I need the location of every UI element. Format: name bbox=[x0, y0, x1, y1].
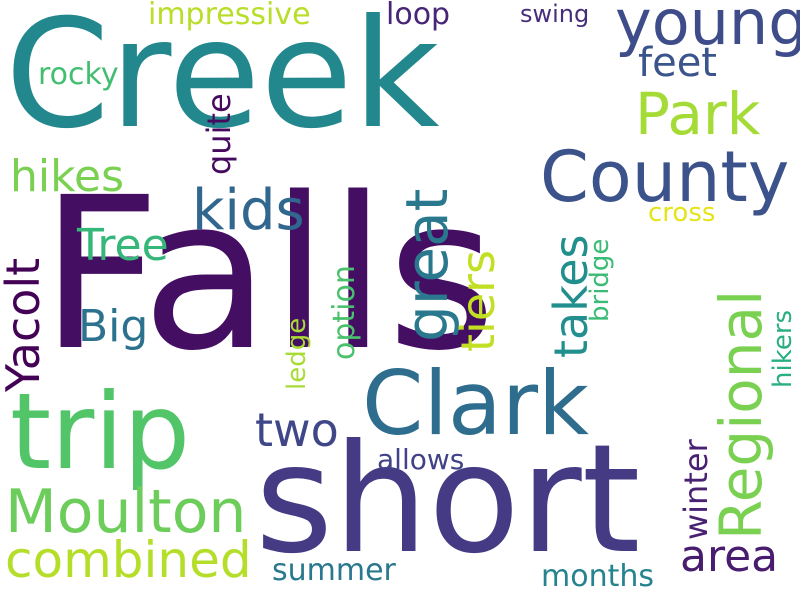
word-hikers: hikers bbox=[768, 309, 798, 388]
word-months: months bbox=[541, 559, 654, 594]
word-park: Park bbox=[635, 80, 761, 148]
word-area: area bbox=[680, 531, 779, 582]
word-kids: kids bbox=[192, 178, 305, 243]
word-great: great bbox=[393, 188, 461, 342]
word-combined: combined bbox=[5, 531, 252, 589]
word-young: young bbox=[615, 0, 800, 59]
word-summer: summer bbox=[272, 553, 396, 588]
word-allows: allows bbox=[377, 443, 465, 476]
word-ledge: ledge bbox=[282, 317, 312, 390]
word-county: County bbox=[540, 136, 790, 218]
word-swing: swing bbox=[520, 0, 590, 28]
word-two: two bbox=[255, 403, 339, 457]
word-moulton: Moulton bbox=[5, 477, 247, 547]
word-option: option bbox=[327, 265, 362, 360]
word-rocky: rocky bbox=[38, 57, 119, 92]
word-hikes: hikes bbox=[10, 151, 125, 202]
word-big: Big bbox=[78, 301, 149, 352]
word-cross: cross bbox=[648, 198, 716, 228]
word-creek: Creek bbox=[5, 0, 440, 162]
word-clark: Clark bbox=[362, 352, 589, 455]
word-feet: feet bbox=[638, 40, 717, 86]
word-tree: Tree bbox=[77, 220, 169, 271]
word-tiers: tiers bbox=[451, 250, 505, 352]
word-impressive: impressive bbox=[148, 0, 311, 32]
word-trip: trip bbox=[10, 371, 191, 493]
word-falls: Falls bbox=[40, 152, 497, 397]
word-regional: Regional bbox=[707, 289, 775, 540]
word-quite: quite bbox=[200, 93, 238, 175]
word-yacolt: Yacolt bbox=[0, 257, 50, 392]
word-short: short bbox=[255, 413, 641, 587]
word-bridge: bridge bbox=[585, 238, 615, 322]
word-winter: winter bbox=[677, 439, 715, 540]
word-loop: loop bbox=[386, 0, 451, 32]
